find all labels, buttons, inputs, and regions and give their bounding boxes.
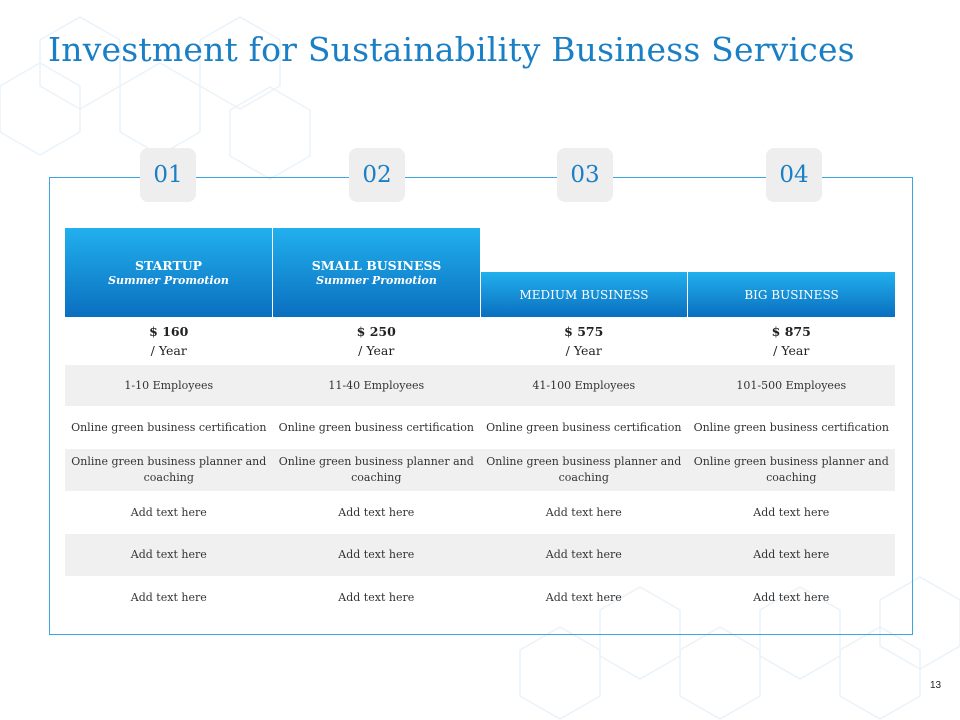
table-cell: Online green business planner and coachi…: [278, 455, 474, 484]
plan-header-startup: STARTUP Summer Promotion: [65, 228, 272, 317]
plan-header-medium-business: MEDIUM BUSINESS: [481, 272, 687, 317]
table-cell: Add text here: [753, 590, 830, 604]
step-badge-2: 02: [349, 148, 405, 202]
table-row: 1-10 Employees 11-40 Employees 41-100 Em…: [65, 365, 895, 406]
price-amount: $ 575: [564, 324, 604, 339]
plan-name: MEDIUM BUSINESS: [519, 287, 649, 302]
price-cell: $ 160 / Year: [65, 317, 273, 365]
price-cell: $ 575 / Year: [480, 317, 688, 365]
table-cell: Add text here: [338, 548, 415, 561]
table-cell: Online green business certification: [71, 420, 267, 434]
price-cell: $ 875 / Year: [688, 317, 896, 365]
table-cell: 11-40 Employees: [328, 378, 425, 392]
table-cell: 1-10 Employees: [124, 378, 214, 392]
price-amount: $ 250: [356, 324, 396, 339]
price-amount: $ 875: [771, 324, 811, 339]
plan-name: BIG BUSINESS: [744, 287, 839, 302]
table-cell: Add text here: [338, 590, 415, 604]
table-cell: Online green business planner and coachi…: [71, 455, 267, 484]
step-badge-4: 04: [766, 148, 822, 202]
table-cell: Add text here: [545, 505, 622, 519]
table-cell: Online green business planner and coachi…: [486, 455, 682, 484]
page-title: Investment for Sustainability Business S…: [48, 30, 855, 69]
page-number: 13: [930, 680, 942, 691]
table-cell: Add text here: [753, 505, 830, 519]
table-cell: Add text here: [545, 590, 622, 604]
price-row: $ 160 / Year $ 250 / Year $ 575 / Year $ 87…: [65, 317, 895, 365]
pricing-frame: [49, 177, 913, 635]
table-cell: 41-100 Employees: [532, 378, 636, 392]
table-cell: Add text here: [338, 505, 415, 519]
price-period: / Year: [565, 343, 602, 358]
table-row: Online green business certification Onli…: [65, 406, 895, 449]
plan-subtitle: Summer Promotion: [108, 274, 229, 287]
table-row: Add text here Add text here Add text her…: [65, 491, 895, 534]
price-period: / Year: [150, 343, 187, 358]
plan-subtitle: Summer Promotion: [316, 274, 437, 287]
price-period: / Year: [358, 343, 395, 358]
table-cell: Add text here: [545, 548, 622, 561]
plan-name: STARTUP: [134, 258, 203, 273]
table-cell: Online green business certification: [693, 420, 889, 434]
table-cell: Add text here: [130, 548, 207, 561]
step-badge-3: 03: [557, 148, 613, 202]
price-cell: $ 250 / Year: [273, 317, 481, 365]
plan-header-small-business: SMALL BUSINESS Summer Promotion: [273, 228, 480, 317]
table-cell: Add text here: [130, 590, 207, 604]
table-row: Add text here Add text here Add text her…: [65, 534, 895, 576]
step-badge-1: 01: [140, 148, 196, 202]
table-cell: 101-500 Employees: [736, 378, 847, 392]
table-cell: Online green business planner and coachi…: [693, 455, 889, 484]
plan-name: SMALL BUSINESS: [311, 258, 442, 273]
price-amount: $ 160: [149, 324, 189, 339]
table-cell: Online green business certification: [278, 420, 474, 434]
table-cell: Online green business certification: [486, 420, 682, 434]
table-cell: Add text here: [130, 505, 207, 519]
table-cell: Add text here: [753, 548, 830, 561]
table-row: Add text here Add text here Add text her…: [65, 576, 895, 619]
plan-header-big-business: BIG BUSINESS: [688, 272, 895, 317]
table-row: Online green business planner and coachi…: [65, 449, 895, 491]
price-period: / Year: [773, 343, 810, 358]
